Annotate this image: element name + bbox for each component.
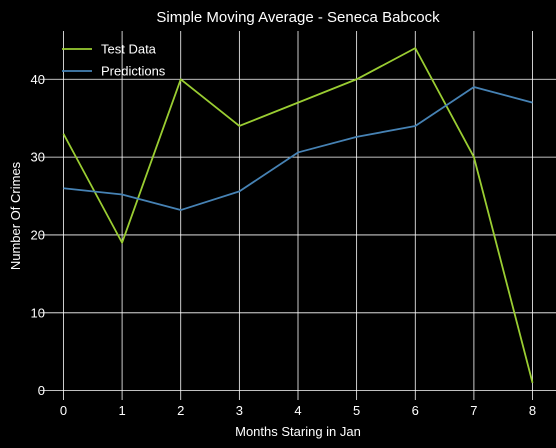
y-tick-label: 30 (31, 150, 45, 165)
x-tick-label: 0 (60, 403, 67, 418)
x-tick-label: 6 (412, 403, 419, 418)
series-lines (62, 47, 534, 384)
y-tick-label: 10 (31, 305, 45, 320)
y-tick-label: 20 (31, 227, 45, 242)
legend-label: Test Data (101, 42, 157, 57)
legend-label: Predictions (101, 64, 166, 79)
y-tick-label: 40 (31, 72, 45, 87)
x-tick-label: 3 (236, 403, 243, 418)
x-tick-label: 2 (177, 403, 184, 418)
x-tick-label: 8 (529, 403, 536, 418)
x-tick-label: 7 (470, 403, 477, 418)
grid (40, 31, 556, 400)
y-tick-label: 0 (38, 383, 45, 398)
x-axis-label: Months Staring in Jan (235, 424, 361, 439)
x-axis-ticks: 0 1 2 3 4 5 6 7 8 (60, 403, 536, 418)
y-axis-ticks: 0 10 20 30 40 (31, 72, 45, 398)
y-axis-label: Number Of Crimes (8, 161, 23, 270)
chart-title: Simple Moving Average - Seneca Babcock (156, 9, 440, 26)
x-tick-label: 1 (118, 403, 125, 418)
x-tick-label: 4 (294, 403, 301, 418)
x-tick-label: 5 (353, 403, 360, 418)
legend: Test Data Predictions (62, 42, 166, 79)
series-line-predictions (63, 86, 533, 211)
series-line-test-data (62, 47, 534, 384)
